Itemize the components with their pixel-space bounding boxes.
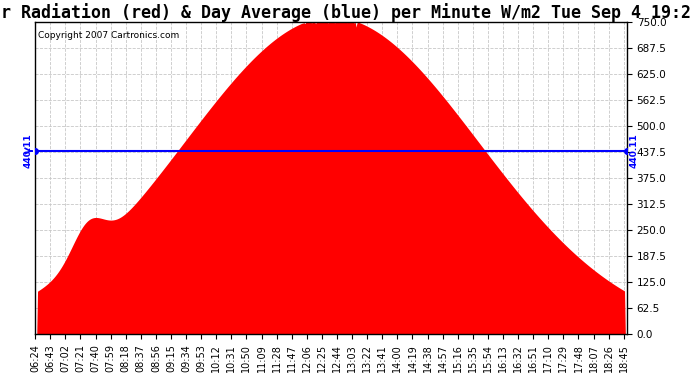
Text: Copyright 2007 Cartronics.com: Copyright 2007 Cartronics.com: [38, 31, 179, 40]
Title: Solar Radiation (red) & Day Average (blue) per Minute W/m2 Tue Sep 4 19:20: Solar Radiation (red) & Day Average (blu…: [0, 3, 690, 22]
Text: 440.11: 440.11: [23, 134, 32, 168]
Text: 440.11: 440.11: [630, 134, 639, 168]
